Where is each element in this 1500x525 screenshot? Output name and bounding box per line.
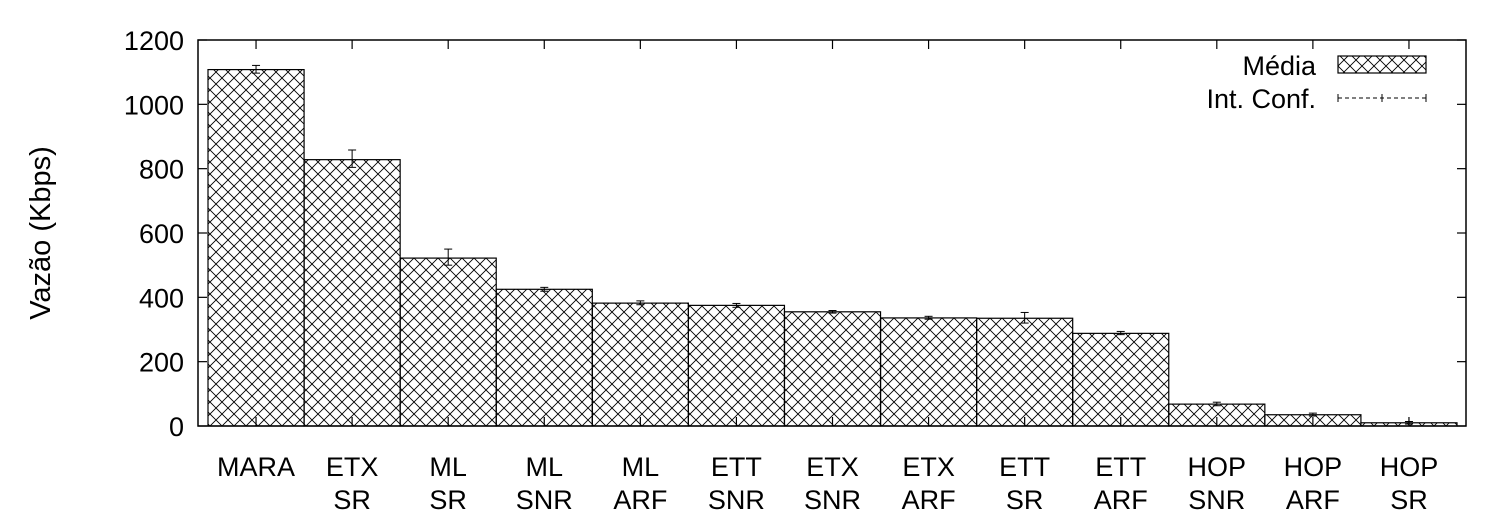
bar-1 (303, 159, 401, 427)
x-tick-label-7: ETX (902, 452, 955, 482)
bars-layer (207, 68, 1458, 427)
legend-label-int-conf: Int. Conf. (1206, 84, 1316, 114)
x-tick-label-12: HOP (1380, 452, 1439, 482)
x-tick-label-3: ML (526, 452, 564, 482)
x-tick-label-line2-7: ARF (902, 485, 956, 515)
error-bar-10 (1212, 401, 1221, 407)
y-axis: 0 200 400 600 800 1000 1200 (124, 26, 1466, 442)
x-tick-label-line2-1: SR (333, 485, 371, 515)
y-tick-label-0: 0 (169, 412, 184, 442)
x-tick-label-line2-12: SR (1390, 485, 1428, 515)
y-tick-label-1: 200 (139, 348, 184, 378)
error-bars-layer (252, 64, 1413, 425)
bar-7 (879, 317, 978, 427)
bar-9 (1072, 332, 1170, 427)
x-tick-label-8: ETT (999, 452, 1050, 482)
x-tick-label-line2-10: SNR (1188, 485, 1245, 515)
x-tick-label-2: ML (429, 452, 467, 482)
bar-8 (976, 317, 1074, 427)
error-bar-4 (636, 300, 645, 306)
error-bar-1 (348, 149, 357, 168)
error-bar-7 (924, 315, 933, 320)
error-bar-3 (540, 286, 549, 292)
y-tick-label-6: 1200 (124, 26, 184, 56)
x-tick-label-9: ETT (1095, 452, 1146, 482)
x-tick-label-4: ML (622, 452, 660, 482)
y-tick-label-4: 800 (139, 155, 184, 185)
x-tick-label-line2-2: SR (429, 485, 467, 515)
x-tick-label-0: MARA (217, 452, 295, 482)
y-tick-label-2: 400 (139, 283, 184, 313)
x-tick-label-5: ETT (711, 452, 762, 482)
legend-swatch-media (1337, 55, 1427, 74)
error-bar-8 (1020, 311, 1029, 324)
x-axis: MARA ETXSRMLSRMLSNRMLARFETTSNRETXSNRETXAR… (217, 40, 1438, 515)
x-tick-label-1: ETX (326, 452, 379, 482)
x-tick-label-11: HOP (1284, 452, 1343, 482)
legend-swatch-int-conf (1337, 94, 1427, 102)
x-tick-label-line2-8: SR (1006, 485, 1044, 515)
error-bar-0 (252, 64, 261, 74)
x-tick-label-line2-11: ARF (1286, 485, 1340, 515)
bar-3 (495, 288, 593, 427)
error-bar-5 (732, 302, 741, 308)
x-tick-label-line2-3: SNR (516, 485, 573, 515)
x-tick-label-line2-9: ARF (1094, 485, 1148, 515)
bar-5 (687, 304, 786, 427)
bar-4 (591, 302, 689, 427)
legend: Média Int. Conf. (1206, 51, 1427, 114)
error-bar-6 (828, 310, 837, 314)
x-tick-label-6: ETX (806, 452, 859, 482)
x-tick-label-line2-4: ARF (613, 485, 667, 515)
bar-0 (207, 68, 305, 427)
y-tick-label-5: 1000 (124, 90, 184, 120)
bar-6 (783, 311, 882, 427)
legend-label-media: Média (1242, 51, 1317, 81)
error-bar-9 (1116, 330, 1125, 336)
y-axis-title: Vazão (Kbps) (25, 146, 57, 320)
error-bar-11 (1308, 412, 1317, 417)
error-bar-2 (444, 248, 453, 266)
x-tick-label-10: HOP (1188, 452, 1247, 482)
x-tick-label-line2-6: SNR (804, 485, 861, 515)
bar-2 (399, 257, 497, 427)
x-tick-label-line2-5: SNR (708, 485, 765, 515)
y-tick-label-3: 600 (139, 219, 184, 249)
